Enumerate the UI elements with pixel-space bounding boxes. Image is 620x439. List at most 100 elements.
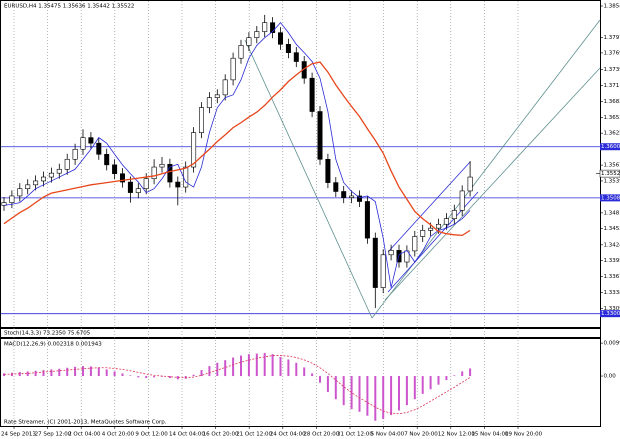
- candle-body: [277, 32, 283, 45]
- macd-bar: [42, 370, 45, 377]
- y-tick-label: 1.34815: [604, 210, 620, 216]
- macd-bar: [279, 356, 282, 377]
- x-tick-label: 7 Nov 20:00: [404, 432, 438, 438]
- macd-bar: [303, 367, 306, 377]
- channel-line: [387, 161, 471, 253]
- candle-body: [127, 181, 133, 193]
- macd-bar: [58, 368, 61, 377]
- y-tick-label: 1.34530: [604, 226, 620, 232]
- macd-bar: [82, 366, 84, 377]
- candle-body: [151, 166, 157, 180]
- candle-body: [112, 164, 118, 175]
- zigzag-line: [244, 39, 373, 319]
- candle-body: [104, 153, 110, 166]
- y-tick-label: 1.34240: [604, 242, 620, 248]
- candle-body: [48, 172, 54, 178]
- macd-bar: [168, 376, 171, 379]
- macd-bar: [374, 376, 377, 421]
- candle-body: [364, 201, 370, 239]
- macd-bar: [240, 355, 242, 377]
- macd-bar: [342, 376, 345, 406]
- candle-body: [206, 97, 212, 108]
- macd-signal: [3, 355, 471, 415]
- macd-bar: [429, 376, 432, 390]
- level-label: 1.35085: [601, 195, 620, 201]
- candle-body: [9, 195, 15, 203]
- y-tick-label: 1.38540: [604, 3, 620, 9]
- macd-bar: [105, 369, 108, 377]
- macd-bar: [208, 366, 211, 377]
- candle-body: [341, 191, 347, 198]
- candle-body: [120, 173, 126, 183]
- macd-bar: [390, 376, 393, 416]
- x-tick-label: 2 Oct 04:00: [68, 432, 101, 438]
- x-tick-label: 4 Oct 20:00: [102, 432, 135, 438]
- y-tick-label: 1.37110: [604, 83, 620, 89]
- candle-body: [143, 178, 149, 190]
- candle-body: [222, 79, 228, 96]
- macd-bar: [74, 366, 77, 377]
- candle-body: [254, 31, 260, 38]
- y-tick-label: 1.33955: [604, 258, 620, 264]
- candle-body: [199, 107, 205, 133]
- candle-body: [317, 111, 323, 160]
- macd-bar: [271, 354, 274, 377]
- level-tag: [600, 194, 620, 202]
- y-tick-label: 1.37970: [604, 35, 620, 41]
- macd-bar: [295, 362, 298, 377]
- macd-bar: [445, 376, 448, 381]
- macd-bar: [366, 376, 369, 416]
- candle-body: [238, 45, 244, 59]
- x-tick-label: 21 Oct 12:00: [236, 432, 272, 438]
- macd-bar: [192, 374, 195, 377]
- candle-body: [420, 230, 426, 237]
- x-tick-label: 24 Sep 2013: [1, 432, 36, 438]
- x-tick-label: 16 Oct 20:00: [203, 432, 239, 438]
- candle-body: [56, 168, 62, 174]
- level-label: 1.33000: [601, 311, 620, 317]
- candle-body: [33, 180, 39, 186]
- macd-bar: [176, 376, 179, 380]
- macd-bar: [263, 352, 266, 377]
- candle-body: [262, 22, 268, 32]
- symbol-header: EURUSD,H4 1.35475 1.35636 1.35442 1.3552…: [4, 4, 134, 10]
- candle-body: [443, 218, 449, 225]
- macd-bar: [358, 376, 361, 412]
- macd-bar: [453, 375, 456, 377]
- main-frame: [0, 0, 601, 328]
- macd-bar: [137, 376, 140, 378]
- candle-body: [72, 148, 78, 160]
- x-tick-label: 12 Nov 12:00: [438, 432, 476, 438]
- macd-bar: [334, 376, 337, 400]
- candle-body: [167, 163, 173, 183]
- candle-body: [135, 188, 141, 193]
- macd-bar: [121, 373, 124, 377]
- macd-bar: [3, 373, 5, 377]
- candle-body: [175, 181, 181, 188]
- candle-body: [309, 77, 315, 112]
- macd-bar: [89, 366, 92, 377]
- macd-y-tick-label: 0.00995: [604, 341, 620, 347]
- macd-bar: [66, 367, 69, 377]
- channel-line: [384, 67, 601, 301]
- macd-bar: [97, 367, 100, 377]
- candle-body: [246, 37, 252, 46]
- candle-body: [64, 158, 70, 170]
- candle-body: [356, 195, 362, 202]
- candle-body: [435, 223, 441, 229]
- macd-bar: [326, 376, 329, 392]
- channel-line: [371, 19, 601, 319]
- candle-body: [412, 236, 418, 252]
- macd-bar: [398, 376, 400, 411]
- macd-bar: [232, 357, 235, 377]
- plot: [1, 14, 473, 421]
- candle-body: [96, 142, 102, 155]
- candle-body: [428, 227, 434, 231]
- macd-bar: [461, 371, 464, 377]
- y-tick-label: 1.33095: [604, 306, 620, 312]
- stoch-label: Stoch(14,3,3) 73.2350 75.6705: [4, 331, 91, 337]
- macd-bar: [129, 375, 132, 377]
- macd-bar: [350, 376, 353, 410]
- macd-bar: [287, 359, 290, 377]
